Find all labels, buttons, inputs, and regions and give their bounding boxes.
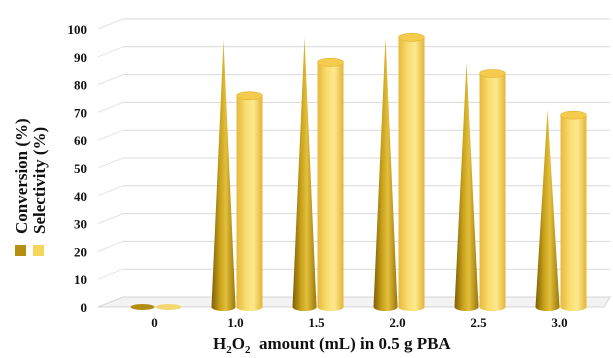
legend-label-conversion: Conversion (%): [12, 118, 31, 234]
selectivity-bar: [156, 304, 182, 310]
x-tick-label: 3.0: [551, 315, 567, 330]
x-tick-label: 0: [151, 315, 158, 330]
conversion-bar: [374, 37, 398, 311]
selectivity-bar-top: [399, 33, 425, 41]
y-tick-label: 10: [74, 272, 87, 287]
x-tick-label: 2.0: [389, 315, 405, 330]
selectivity-bar-top: [561, 111, 587, 119]
conversion-bar: [536, 110, 560, 311]
selectivity-bar: [399, 37, 425, 311]
y-tick-label: 20: [74, 244, 87, 259]
y-tick-label: 60: [74, 133, 87, 148]
gridline-depth: [98, 130, 123, 140]
x-tick-label: 1.5: [308, 315, 325, 330]
gridlines: [98, 19, 610, 307]
x-tick-label: 2.5: [470, 315, 487, 330]
conversion-bar: [131, 304, 155, 310]
gridline-depth: [98, 269, 123, 279]
y-tick-label: 30: [74, 217, 87, 232]
y-tick-label: 50: [74, 161, 87, 176]
y-tick-label: 80: [74, 78, 87, 93]
selectivity-bar-top: [237, 92, 263, 100]
gridline-depth: [98, 102, 123, 112]
gridline-depth: [98, 47, 123, 57]
gridline-depth: [98, 19, 123, 29]
gridline-depth: [98, 186, 123, 196]
gridline-depth: [98, 214, 123, 224]
y-tick-label: 90: [74, 50, 87, 65]
x-axis-title-o: O: [232, 334, 245, 353]
y-tick-label: 40: [74, 189, 87, 204]
y-axis-ticks: 0 10 20 30 40 50 60 70 80 90 100: [68, 22, 88, 315]
conversion-bar: [293, 37, 317, 311]
conversion-bar: [212, 40, 236, 311]
selectivity-bar-top: [480, 69, 506, 77]
selectivity-bar: [561, 115, 587, 311]
legend: Conversion (%) Selectivity (%): [12, 118, 49, 256]
legend-label-selectivity: Selectivity (%): [30, 127, 49, 234]
gridline-depth: [98, 158, 123, 168]
legend-swatch-selectivity: [33, 245, 44, 256]
selectivity-bar-top: [318, 58, 344, 66]
x-axis-title-h: H: [213, 334, 226, 353]
y-tick-label: 0: [81, 300, 88, 315]
conversion-bar: [455, 62, 479, 311]
y-tick-label: 100: [68, 22, 88, 37]
gridline-depth: [98, 241, 123, 251]
selectivity-bar: [237, 96, 263, 311]
x-axis-ticks: 0 1.0 1.5 2.0 2.5 3.0: [151, 315, 567, 330]
x-tick-label: 1.0: [227, 315, 243, 330]
x-axis-title: H2O2 amount (mL) in 0.5 g PBA: [213, 334, 451, 356]
y-tick-label: 70: [74, 105, 87, 120]
x-axis-title-rest: amount (mL) in 0.5 g PBA: [250, 334, 451, 353]
gridline-depth: [98, 75, 123, 85]
selectivity-bar: [318, 62, 344, 311]
legend-swatch-conversion: [15, 245, 26, 256]
selectivity-bar: [480, 73, 506, 311]
